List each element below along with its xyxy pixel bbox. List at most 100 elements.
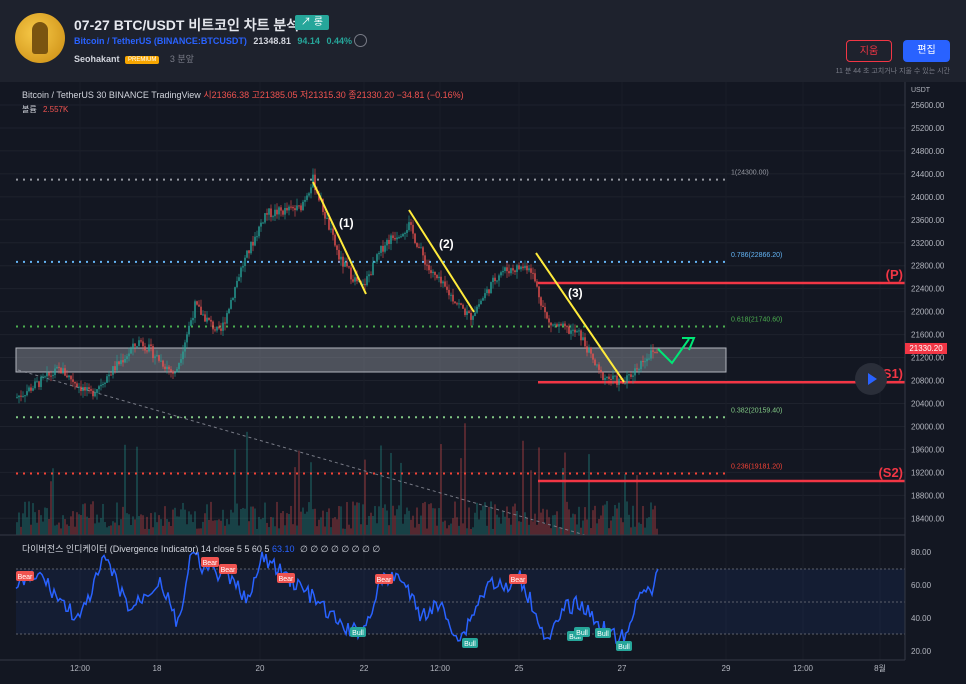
candle-body bbox=[376, 254, 378, 262]
volume-bar bbox=[576, 524, 578, 535]
symbol-link[interactable]: Bitcoin / TetherUS (BINANCE:BTCUSDT) bbox=[74, 36, 247, 46]
indicator-axis[interactable]: 80.00 60.00 40.00 20.00 bbox=[911, 548, 932, 656]
grid-lines bbox=[0, 82, 905, 660]
volume-bar bbox=[52, 468, 54, 535]
volume-bar bbox=[452, 518, 454, 535]
volume-bar bbox=[108, 526, 110, 535]
trend-line[interactable] bbox=[17, 369, 586, 536]
volume-bar bbox=[370, 512, 372, 535]
volume-bar bbox=[270, 516, 272, 535]
candle-body bbox=[516, 265, 518, 273]
bear-signal-label: Bear bbox=[377, 577, 392, 584]
candle-body bbox=[434, 271, 436, 275]
candle-body bbox=[444, 281, 446, 287]
volume-bar bbox=[388, 525, 390, 535]
volume-bar bbox=[50, 481, 52, 535]
bull-signal bbox=[462, 638, 478, 648]
volume-bar bbox=[202, 521, 204, 535]
candle-body bbox=[568, 326, 570, 334]
volume-bar bbox=[212, 520, 214, 535]
key-levels[interactable]: (P)(S1)(S2) bbox=[538, 267, 905, 483]
volume-bar bbox=[536, 524, 538, 535]
volume-bar bbox=[400, 462, 402, 535]
candle-body bbox=[380, 245, 382, 253]
candle-body bbox=[372, 262, 374, 276]
edit-button[interactable]: 편집 bbox=[903, 40, 950, 62]
volume-bar bbox=[506, 506, 508, 535]
candle-body bbox=[588, 347, 590, 353]
volume-bar bbox=[58, 522, 60, 535]
price-axis[interactable]: 25600.00 25200.00 24800.00 24400.00 24000.00… bbox=[911, 101, 945, 523]
volume-bar bbox=[306, 511, 308, 535]
delete-button[interactable]: 지움 bbox=[846, 40, 892, 62]
volume-bar bbox=[580, 527, 582, 535]
candle-body bbox=[58, 366, 60, 368]
projection-arrow[interactable] bbox=[657, 338, 690, 365]
alarm-clock-icon[interactable] bbox=[354, 34, 367, 47]
candle-body bbox=[364, 284, 366, 286]
price-tick: 19200.00 bbox=[911, 468, 945, 477]
volume-bar bbox=[236, 503, 238, 535]
candle-body bbox=[94, 392, 96, 397]
long-badge: ↗ 롱 bbox=[295, 15, 329, 30]
volume-bar bbox=[462, 523, 464, 535]
play-icon bbox=[868, 373, 877, 385]
candle-body bbox=[78, 386, 80, 388]
volume-bar bbox=[398, 505, 400, 535]
chart-canvas[interactable]: 1(24300.00) 0.786(22866.20) 0.618(21740.60… bbox=[0, 82, 966, 684]
candle-body bbox=[648, 358, 650, 360]
replay-button[interactable] bbox=[855, 363, 887, 395]
volume-bar bbox=[492, 528, 494, 535]
candle-body bbox=[272, 216, 274, 218]
candle-body bbox=[222, 322, 224, 331]
candle-body bbox=[352, 279, 354, 282]
volume-bar bbox=[526, 518, 528, 535]
volume-bar bbox=[308, 502, 310, 535]
wave-line-3[interactable] bbox=[535, 252, 625, 383]
volume-bar bbox=[488, 506, 490, 535]
volume-bar bbox=[602, 505, 604, 535]
wave-line-1[interactable] bbox=[312, 181, 367, 295]
volume-bar bbox=[552, 515, 554, 535]
candle-body bbox=[416, 243, 418, 247]
candle-body bbox=[550, 322, 552, 326]
candle-body bbox=[194, 301, 196, 318]
volume-bar bbox=[152, 527, 154, 535]
volume-bar bbox=[290, 505, 292, 535]
author-avatar[interactable] bbox=[15, 13, 65, 63]
fib-retracement[interactable]: 1(24300.00) 0.786(22866.20) 0.618(21740.60… bbox=[16, 170, 782, 475]
candle-body bbox=[206, 317, 208, 322]
author-name[interactable]: Seohakant bbox=[74, 54, 120, 64]
candle-body bbox=[476, 306, 478, 313]
volume-bar bbox=[592, 510, 594, 535]
candle-body bbox=[200, 306, 202, 315]
volume-bar bbox=[314, 508, 316, 535]
volume-bar bbox=[442, 521, 444, 535]
candle-body bbox=[34, 381, 36, 389]
volume-bar bbox=[458, 525, 460, 535]
candle-body bbox=[348, 266, 350, 268]
idea-header: 07-27 BTC/USDT 비트코인 차트 분석 ↗ 롱 Bitcoin / … bbox=[0, 0, 966, 82]
candle-body bbox=[252, 241, 254, 246]
indicator-name: 다이버전스 인디케이터 (Divergence Indicator) bbox=[22, 544, 199, 554]
time-axis[interactable]: 12:00 18 20 22 12:00 25 27 29 12:00 8월 bbox=[70, 663, 886, 673]
support-zone[interactable] bbox=[15, 347, 727, 373]
wave-line-2[interactable] bbox=[408, 209, 475, 313]
volume-bar bbox=[256, 528, 258, 535]
candle-body bbox=[198, 304, 200, 307]
candle-body bbox=[186, 334, 188, 343]
candle-body bbox=[330, 228, 332, 230]
arrow-head bbox=[682, 337, 696, 351]
volume-bar bbox=[622, 522, 624, 535]
volume-bar bbox=[618, 502, 620, 535]
candle-body bbox=[576, 331, 578, 333]
candle-body bbox=[608, 376, 610, 379]
volume-bar bbox=[180, 509, 182, 535]
volume-bar bbox=[444, 520, 446, 535]
volume-bar bbox=[394, 515, 396, 535]
candle-body bbox=[164, 366, 166, 370]
volume-bar bbox=[82, 504, 84, 535]
candle-body bbox=[644, 361, 646, 363]
candle-body bbox=[342, 256, 344, 267]
volume-bar bbox=[318, 519, 320, 535]
